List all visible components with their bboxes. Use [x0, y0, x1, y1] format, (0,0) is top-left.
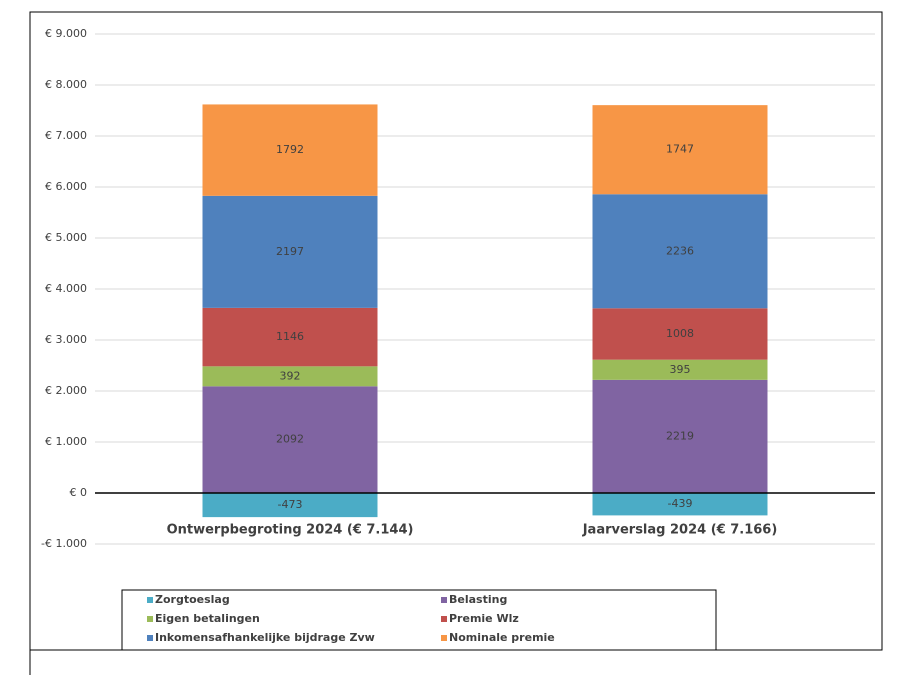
data-label: -439: [668, 497, 693, 510]
legend-swatch: [441, 635, 447, 641]
y-tick-label: € 2.000: [45, 384, 87, 397]
bar-segment: [592, 493, 768, 516]
bar-segment: [202, 493, 378, 518]
legend-label: Premie Wlz: [449, 612, 519, 625]
data-label: 1146: [276, 330, 304, 343]
x-tick-label: Ontwerpbegroting 2024 (€ 7.144): [167, 523, 414, 538]
data-label: 2219: [666, 429, 694, 442]
y-tick-label: € 4.000: [45, 282, 87, 295]
bar-segment: [592, 105, 768, 195]
y-tick-label: € 6.000: [45, 180, 87, 193]
legend-swatch: [147, 616, 153, 622]
y-tick-label: € 9.000: [45, 27, 87, 40]
legend-swatch: [441, 597, 447, 603]
legend-swatch: [147, 597, 153, 603]
legend-label: Inkomensafhankelijke bijdrage Zvw: [155, 631, 375, 644]
data-label: 1747: [666, 143, 694, 156]
y-tick-label: € 5.000: [45, 231, 87, 244]
bar-segment: [592, 308, 768, 360]
y-tick-label: € 0: [70, 486, 88, 499]
data-label: 395: [670, 363, 691, 376]
data-label: 1792: [276, 143, 304, 156]
bar-segment: [592, 194, 768, 309]
y-tick-label: € 7.000: [45, 129, 87, 142]
legend-swatch: [147, 635, 153, 641]
bar-segment: [202, 307, 378, 367]
bar-segment: [592, 379, 768, 493]
x-tick-label: Jaarverslag 2024 (€ 7.166): [582, 523, 778, 538]
data-label: -473: [278, 498, 303, 511]
y-tick-label: € 8.000: [45, 78, 87, 91]
bar-segment: [202, 386, 378, 493]
y-tick-label: € 3.000: [45, 333, 87, 346]
data-label: 392: [280, 369, 301, 382]
bar-segment: [202, 104, 378, 196]
bar-segment: [592, 359, 768, 380]
bar-segment: [202, 195, 378, 308]
data-label: 2236: [666, 244, 694, 257]
legend-label: Eigen betalingen: [155, 612, 260, 625]
legend-swatch: [441, 616, 447, 622]
legend-label: Belasting: [449, 593, 507, 606]
data-label: 2092: [276, 433, 304, 446]
legend-label: Nominale premie: [449, 631, 555, 644]
y-tick-label: -€ 1.000: [41, 537, 87, 550]
data-label: 1008: [666, 327, 694, 340]
y-tick-label: € 1.000: [45, 435, 87, 448]
bar-segment: [202, 366, 378, 387]
legend-label: Zorgtoeslag: [155, 593, 230, 606]
legend-box: [121, 589, 717, 651]
data-label: 2197: [276, 245, 304, 258]
